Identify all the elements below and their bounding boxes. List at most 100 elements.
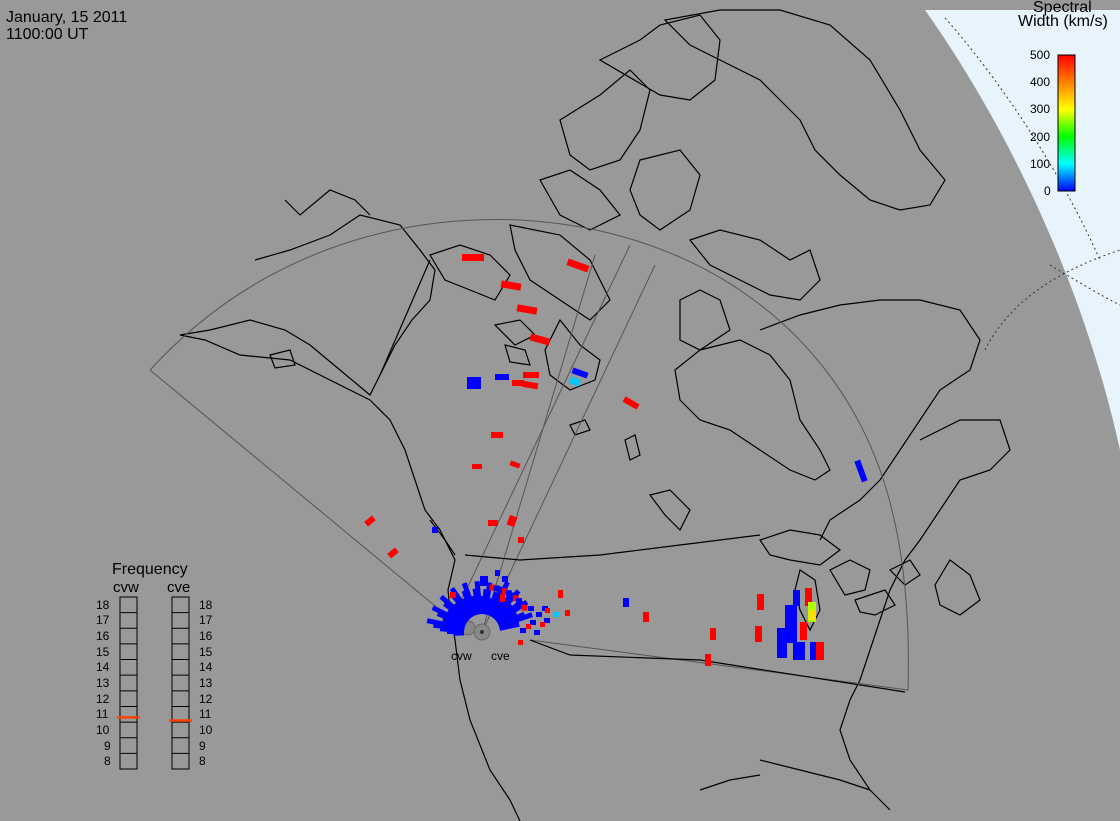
scatter-cell	[501, 588, 508, 595]
scatter-cell	[518, 640, 523, 645]
scatter-cell	[493, 585, 500, 592]
colorbar	[1057, 54, 1076, 192]
scatter-cell	[554, 612, 559, 617]
scatter-cell	[529, 333, 551, 346]
date-label: January, 15 2011	[6, 9, 128, 26]
scatter-cell	[491, 432, 503, 438]
frequency-panels	[117, 596, 192, 770]
frequency-tick-left: 18	[96, 597, 110, 612]
colorbar-tick: 200	[1030, 129, 1051, 144]
scatter-cell	[810, 642, 816, 660]
scatter-cell	[528, 606, 534, 611]
scatter-cell	[622, 396, 640, 410]
frequency-tick-left: 14	[96, 660, 110, 675]
scatter-cell	[643, 612, 649, 622]
frequency-tick-left: 15	[96, 644, 110, 659]
scatter-cell	[816, 642, 824, 660]
scatter-cell	[506, 514, 518, 528]
scatter-cell	[757, 594, 764, 610]
scatter-cell	[536, 612, 542, 617]
scatter-cell	[432, 527, 438, 533]
frequency-title: Frequency	[112, 561, 188, 578]
scatter-cell	[777, 628, 787, 658]
scatter-cell	[518, 537, 524, 543]
frequency-tick-left: 11	[96, 707, 109, 722]
scatter-cell	[785, 605, 797, 643]
scatter-cell	[623, 598, 629, 607]
scatter-cell	[805, 588, 812, 606]
scatter-cell	[534, 630, 540, 635]
scatter-cell	[426, 618, 465, 631]
frequency-tick-right: 18	[199, 597, 213, 612]
frequency-tick-left: 16	[96, 629, 110, 644]
time-label: 1100:00 UT	[6, 26, 89, 43]
frequency-tick-left: 9	[104, 738, 111, 753]
colorbar-title-line2: Width (km/s)	[1018, 13, 1108, 30]
backscatter-cells	[364, 254, 868, 666]
scatter-cell	[516, 304, 538, 315]
scatter-cell	[545, 608, 550, 613]
colorbar-tick: 0	[1044, 184, 1051, 198]
scatter-cell	[502, 576, 508, 582]
scatter-cell	[480, 576, 488, 586]
scatter-cell	[854, 459, 868, 483]
scatter-cell	[495, 374, 509, 380]
scatter-cell	[509, 592, 516, 599]
frequency-tick-left: 8	[104, 754, 111, 769]
scatter-cell	[509, 460, 521, 469]
scatter-cell	[521, 380, 539, 390]
scatter-cell	[489, 584, 496, 591]
colorbar-title-line1: Spectral	[1033, 0, 1092, 16]
scatter-cell	[566, 258, 590, 273]
scatter-cell	[488, 520, 498, 526]
scatter-cell	[495, 570, 500, 576]
terminator-line	[984, 249, 1120, 351]
frequency-tick-left: 17	[96, 613, 110, 628]
scatter-cell	[364, 515, 376, 527]
scatter-cell	[505, 590, 512, 597]
scatter-cell	[523, 372, 539, 378]
scatter-cell	[810, 610, 815, 620]
frequency-tick-right: 14	[199, 660, 213, 675]
frequency-panel-cve	[171, 596, 190, 770]
frequency-tick-left: 13	[96, 676, 110, 690]
scatter-cell	[499, 621, 520, 631]
scatter-cell	[467, 377, 481, 389]
scatter-cell	[520, 628, 526, 633]
scatter-cell	[793, 642, 805, 660]
frequency-right-label: cve	[167, 579, 191, 596]
scatter-cell	[526, 624, 531, 629]
colorbar-tick: 500	[1030, 48, 1051, 62]
scatter-cell	[530, 620, 536, 625]
scatter-cell	[512, 595, 519, 602]
frequency-tick-right: 11	[199, 707, 212, 722]
fov-outline	[149, 219, 909, 691]
scatter-cell	[462, 254, 484, 261]
frequency-tick-right: 9	[199, 738, 206, 753]
frequency-tick-right: 8	[199, 754, 206, 769]
scatter-cell	[515, 598, 522, 605]
scatter-cell	[387, 547, 399, 559]
frequency-tick-right: 17	[199, 613, 213, 628]
scatter-cell	[569, 376, 581, 387]
scatter-cell	[558, 590, 563, 598]
colorbar-tick: 400	[1030, 75, 1051, 90]
frequency-tick-right: 16	[199, 629, 213, 644]
scatter-cell	[544, 618, 550, 623]
borders	[379, 259, 906, 693]
colorbar-tick: 300	[1030, 102, 1051, 117]
radar-label-cvw: cvw	[451, 649, 472, 663]
frequency-tick-right: 15	[199, 644, 213, 659]
frequency-tick-right: 13	[199, 676, 213, 690]
scatter-cell	[472, 464, 482, 469]
frequency-tick-right: 10	[199, 722, 213, 737]
scatter-cell	[540, 622, 545, 627]
scatter-cell	[705, 654, 711, 666]
frequency-tick-right: 12	[199, 691, 213, 706]
scatter-cell	[793, 590, 800, 606]
scatter-cell	[450, 592, 456, 598]
scatter-cell	[565, 610, 570, 616]
scatter-cell	[710, 628, 716, 640]
frequency-left-label: cvw	[113, 579, 139, 596]
